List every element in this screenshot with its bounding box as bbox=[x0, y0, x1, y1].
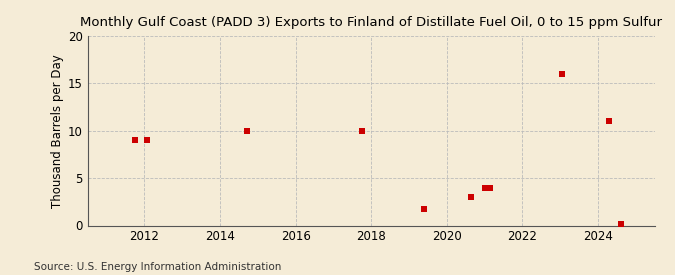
Point bbox=[604, 119, 615, 123]
Point bbox=[485, 185, 495, 190]
Point bbox=[142, 138, 153, 142]
Point bbox=[466, 195, 477, 199]
Point bbox=[241, 128, 252, 133]
Point bbox=[616, 221, 626, 226]
Title: Monthly Gulf Coast (PADD 3) Exports to Finland of Distillate Fuel Oil, 0 to 15 p: Monthly Gulf Coast (PADD 3) Exports to F… bbox=[80, 16, 662, 29]
Point bbox=[356, 128, 367, 133]
Text: Source: U.S. Energy Information Administration: Source: U.S. Energy Information Administ… bbox=[34, 262, 281, 272]
Y-axis label: Thousand Barrels per Day: Thousand Barrels per Day bbox=[51, 54, 64, 208]
Point bbox=[557, 72, 568, 76]
Point bbox=[418, 207, 429, 211]
Point bbox=[479, 185, 490, 190]
Point bbox=[130, 138, 140, 142]
